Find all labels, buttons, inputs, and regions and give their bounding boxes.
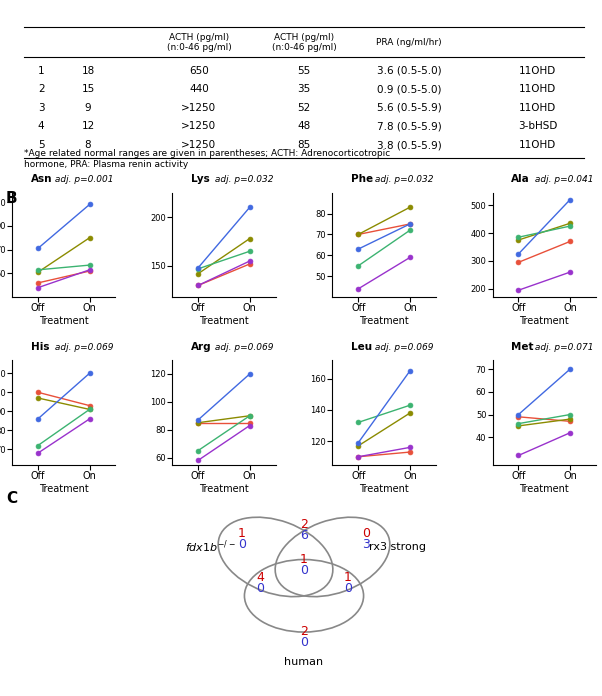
Text: 1: 1: [238, 527, 246, 539]
Text: 8: 8: [85, 140, 92, 150]
Text: Leu: Leu: [351, 342, 372, 351]
Text: 9: 9: [85, 103, 92, 113]
Text: 0: 0: [344, 582, 352, 595]
Text: adj. p=0.001: adj. p=0.001: [52, 175, 113, 184]
Text: $fdx1b^{-/-}$: $fdx1b^{-/-}$: [185, 538, 236, 555]
Text: 5: 5: [38, 140, 45, 150]
Text: 2: 2: [38, 84, 45, 95]
Text: 0: 0: [300, 636, 308, 649]
Text: ACTH (pg/ml)
(n:0-46 pg/ml): ACTH (pg/ml) (n:0-46 pg/ml): [167, 33, 231, 52]
Text: 3: 3: [362, 538, 370, 551]
Text: Lys: Lys: [191, 174, 209, 184]
Text: adj. p=0.041: adj. p=0.041: [532, 175, 594, 184]
Text: 3.8 (0.5-5.9): 3.8 (0.5-5.9): [377, 140, 441, 150]
Text: 3.6 (0.5-5.0): 3.6 (0.5-5.0): [377, 66, 441, 76]
Text: Ala: Ala: [511, 174, 530, 184]
Text: rx3 strong: rx3 strong: [369, 541, 426, 552]
Text: 6: 6: [300, 529, 308, 542]
Text: 2: 2: [300, 625, 308, 638]
Text: ACTH (pg/ml)
(n:0-46 pg/ml): ACTH (pg/ml) (n:0-46 pg/ml): [272, 33, 337, 52]
Text: 1: 1: [300, 553, 308, 566]
Text: adj. p=0.032: adj. p=0.032: [212, 175, 273, 184]
Text: adj. p=0.069: adj. p=0.069: [52, 342, 113, 351]
Text: 11OHD: 11OHD: [519, 84, 556, 95]
Text: 52: 52: [297, 103, 311, 113]
Text: 18: 18: [81, 66, 95, 76]
Text: 5.6 (0.5-5.9): 5.6 (0.5-5.9): [377, 103, 441, 113]
Text: 1: 1: [38, 66, 45, 76]
Text: Asn: Asn: [31, 174, 52, 184]
X-axis label: Treatment: Treatment: [520, 316, 569, 326]
Text: *Age related normal ranges are given in parentheses; ACTH: Adrenocorticotropic
h: *Age related normal ranges are given in …: [23, 149, 390, 168]
Text: 11OHD: 11OHD: [519, 66, 556, 76]
Text: Arg: Arg: [191, 342, 211, 351]
Text: PRA (ng/ml/hr): PRA (ng/ml/hr): [376, 38, 442, 47]
Text: >1250: >1250: [181, 140, 217, 150]
Text: >1250: >1250: [181, 122, 217, 132]
Text: 650: 650: [189, 66, 209, 76]
Text: 1: 1: [344, 571, 352, 584]
Text: B: B: [6, 191, 17, 207]
Text: 85: 85: [297, 140, 311, 150]
X-axis label: Treatment: Treatment: [199, 484, 249, 493]
Text: adj. p=0.069: adj. p=0.069: [212, 342, 273, 351]
Text: 7.8 (0.5-5.9): 7.8 (0.5-5.9): [377, 122, 441, 132]
Text: 12: 12: [81, 122, 95, 132]
Text: 0: 0: [362, 527, 370, 539]
Text: Met: Met: [511, 342, 534, 351]
Text: 35: 35: [297, 84, 311, 95]
Text: 0: 0: [300, 564, 308, 577]
X-axis label: Treatment: Treatment: [39, 316, 88, 326]
Text: 0: 0: [256, 582, 264, 595]
Text: 2: 2: [300, 518, 308, 530]
Text: 4: 4: [256, 571, 264, 584]
X-axis label: Treatment: Treatment: [359, 484, 409, 493]
Text: >1250: >1250: [181, 103, 217, 113]
Text: Phe: Phe: [351, 174, 373, 184]
Text: 4: 4: [38, 122, 45, 132]
Text: 3: 3: [38, 103, 45, 113]
Text: adj. p=0.069: adj. p=0.069: [372, 342, 433, 351]
X-axis label: Treatment: Treatment: [520, 484, 569, 493]
X-axis label: Treatment: Treatment: [199, 316, 249, 326]
Text: 3-bHSD: 3-bHSD: [518, 122, 557, 132]
Text: adj. p=0.032: adj. p=0.032: [372, 175, 433, 184]
Text: 11OHD: 11OHD: [519, 140, 556, 150]
Text: 15: 15: [81, 84, 95, 95]
Text: C: C: [6, 491, 17, 506]
Text: 55: 55: [297, 66, 311, 76]
Text: 0.9 (0.5-5.0): 0.9 (0.5-5.0): [377, 84, 441, 95]
Text: 440: 440: [189, 84, 209, 95]
Text: 0: 0: [238, 538, 246, 551]
Text: adj. p=0.071: adj. p=0.071: [532, 342, 594, 351]
Text: His: His: [31, 342, 49, 351]
Text: human: human: [285, 657, 323, 667]
Text: 11OHD: 11OHD: [519, 103, 556, 113]
X-axis label: Treatment: Treatment: [39, 484, 88, 493]
X-axis label: Treatment: Treatment: [359, 316, 409, 326]
Text: 48: 48: [297, 122, 311, 132]
